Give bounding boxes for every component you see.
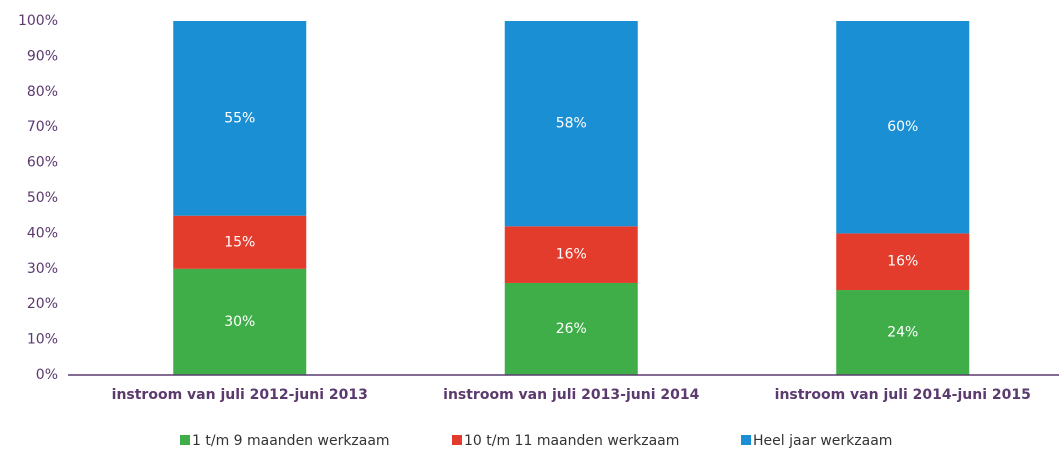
y-tick-label: 20%: [27, 296, 58, 312]
data-label: 30%: [224, 314, 255, 330]
y-tick-label: 90%: [27, 48, 58, 64]
y-tick-label: 50%: [27, 190, 58, 206]
data-label: 24%: [887, 325, 918, 341]
bar-segment: [173, 215, 307, 269]
legend-swatch: [180, 435, 190, 445]
bar-segment: [173, 268, 307, 375]
y-tick-label: 0%: [36, 367, 58, 383]
data-label: 58%: [556, 116, 587, 132]
bar-segment: [173, 21, 307, 216]
x-tick-label: instroom van juli 2013-juni 2014: [443, 387, 699, 403]
y-tick-label: 100%: [18, 13, 58, 29]
data-label: 16%: [556, 247, 587, 263]
legend-swatch: [452, 435, 462, 445]
bar-segment: [504, 226, 638, 283]
x-tick-label: instroom van juli 2014-juni 2015: [775, 387, 1031, 403]
bar-segment: [836, 233, 970, 291]
x-tick-label: instroom van juli 2012-juni 2013: [112, 387, 368, 403]
y-tick-label: 10%: [27, 332, 58, 348]
legend-swatch: [741, 435, 751, 445]
y-tick-label: 40%: [27, 225, 58, 241]
bar-segment: [836, 21, 970, 234]
data-label: 16%: [887, 254, 918, 270]
bar-segment: [836, 290, 970, 375]
data-label: 60%: [887, 119, 918, 135]
y-tick-label: 80%: [27, 84, 58, 100]
data-label: 55%: [224, 110, 255, 126]
y-tick-label: 70%: [27, 119, 58, 135]
legend-label: Heel jaar werkzaam: [753, 433, 892, 449]
data-label: 26%: [556, 321, 587, 337]
bar-segment: [504, 282, 638, 375]
legend-label: 10 t/m 11 maanden werkzaam: [464, 433, 679, 449]
y-tick-label: 30%: [27, 261, 58, 277]
bar-segment: [504, 21, 638, 227]
y-tick-label: 60%: [27, 155, 58, 171]
data-label: 15%: [224, 234, 255, 250]
legend-label: 1 t/m 9 maanden werkzaam: [192, 433, 390, 449]
